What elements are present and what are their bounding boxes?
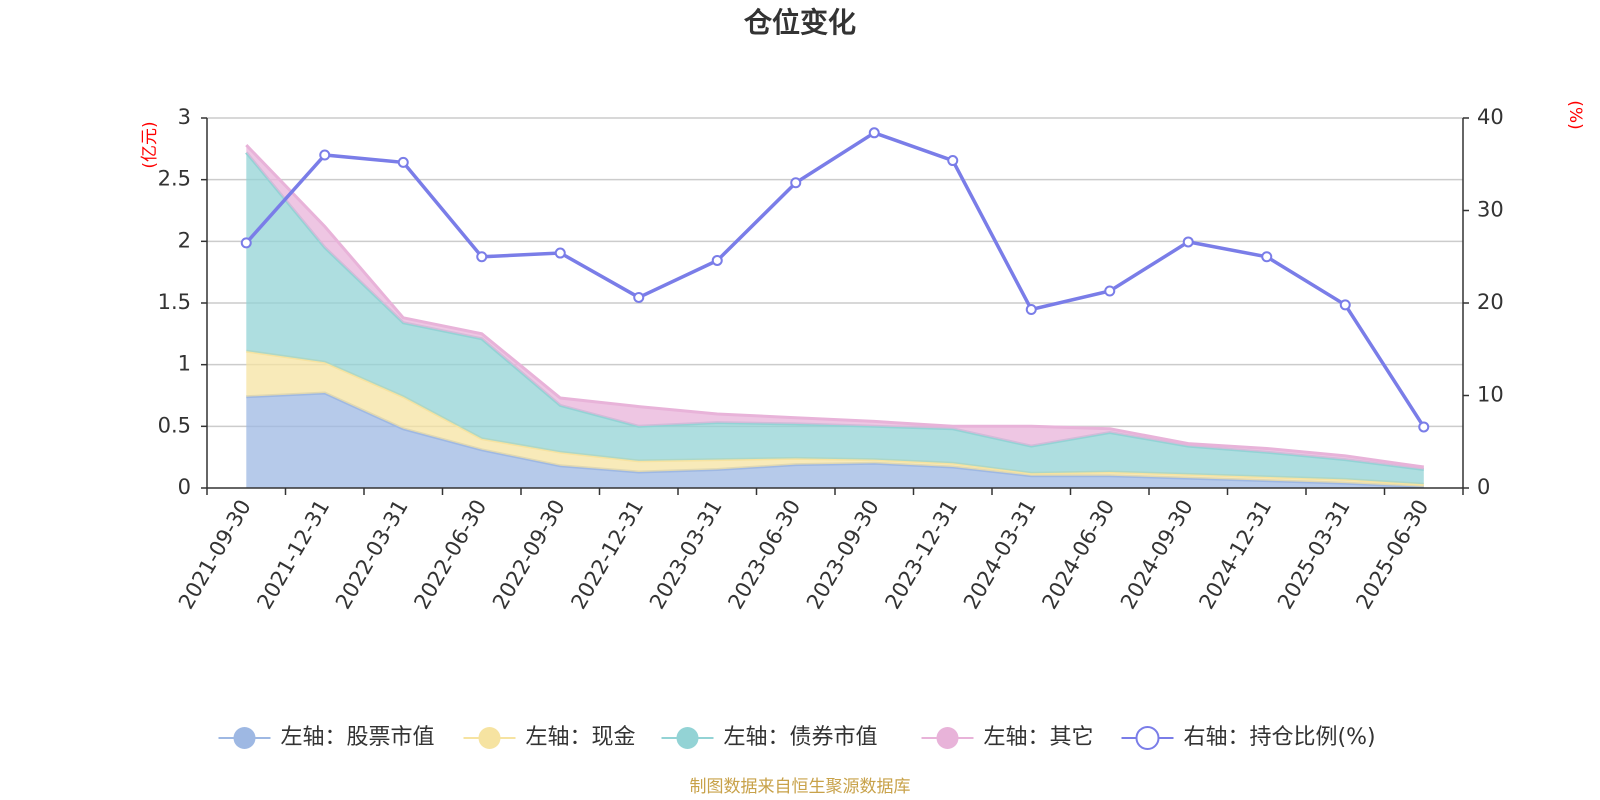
legend-label: 左轴：现金 <box>526 725 636 750</box>
area-3 <box>246 145 1424 470</box>
right-axis-unit: (%) <box>1565 100 1585 129</box>
legend-marker-icon <box>1135 726 1160 750</box>
left-tick-label: 3 <box>178 105 191 129</box>
right-tick-label: 20 <box>1477 290 1504 314</box>
ratio-point <box>319 149 331 161</box>
left-tick-label: 2 <box>178 228 191 252</box>
ratio-point <box>790 177 802 189</box>
area-1 <box>246 351 1424 487</box>
left-tick-label: 1.5 <box>158 290 191 314</box>
legend-item-2[interactable]: 左轴：债券市值 <box>661 725 878 750</box>
area-top-line-3 <box>245 144 1425 469</box>
right-tick-label: 10 <box>1477 383 1504 407</box>
chart-title: 仓位变化 <box>744 6 856 39</box>
stacked-areas <box>245 144 1425 489</box>
ratio-point <box>1025 303 1037 315</box>
legend-marker-icon <box>936 727 959 749</box>
x-tick-label: 2025-06-30 <box>1351 496 1433 614</box>
x-tick-label: 2025-03-31 <box>1273 496 1355 614</box>
x-tick-label: 2021-09-30 <box>174 496 256 614</box>
ratio-point <box>476 251 488 263</box>
ratio-point <box>1418 421 1430 433</box>
ratio-point <box>1261 251 1273 263</box>
ratio-point <box>1339 299 1351 311</box>
legend-item-0[interactable]: 左轴：股票市值 <box>218 725 435 750</box>
right-tick-label: 40 <box>1477 105 1504 129</box>
x-tick-label: 2022-03-31 <box>331 496 413 614</box>
left-tick-label: 2.5 <box>158 167 191 191</box>
legend-label: 右轴：持仓比例(%) <box>1184 725 1376 750</box>
ratio-point <box>1182 236 1194 248</box>
legend-label: 左轴：债券市值 <box>724 725 878 750</box>
ratio-line-path <box>244 130 1426 428</box>
right-tick-label: 30 <box>1477 198 1504 222</box>
x-tick-label: 2024-03-31 <box>959 496 1041 614</box>
ratio-point <box>397 156 409 168</box>
area-0 <box>246 393 1424 488</box>
legend[interactable]: 左轴：股票市值 左轴：现金 左轴：债券市值 左轴：其它 右轴：持仓比例(%) <box>218 725 1376 750</box>
x-tick-label: 2023-03-31 <box>645 496 727 614</box>
ratio-point <box>1104 285 1116 297</box>
ratio-point <box>868 127 880 139</box>
left-tick-label: 0.5 <box>158 413 191 437</box>
legend-item-4[interactable]: 右轴：持仓比例(%) <box>1121 725 1376 750</box>
x-tick-label: 2023-06-30 <box>723 496 805 614</box>
source-note: 制图数据来自恒生聚源数据库 <box>690 777 911 797</box>
legend-marker-icon <box>233 727 256 749</box>
x-tick-label: 2024-12-31 <box>1194 496 1276 614</box>
legend-marker-icon <box>478 727 501 749</box>
x-tick-label: 2022-06-30 <box>409 496 491 614</box>
ratio-line <box>240 127 1430 433</box>
x-tick-label: 2023-09-30 <box>802 496 884 614</box>
legend-item-1[interactable]: 左轴：现金 <box>463 725 636 750</box>
x-tick-label: 2022-12-31 <box>566 496 648 614</box>
legend-item-3[interactable]: 左轴：其它 <box>921 725 1094 750</box>
ratio-point <box>554 247 566 259</box>
left-tick-label: 1 <box>178 352 191 376</box>
left-tick-label: 0 <box>178 475 191 499</box>
x-tick-label: 2023-12-31 <box>880 496 962 614</box>
area-2 <box>246 152 1424 485</box>
legend-label: 左轴：股票市值 <box>281 725 435 750</box>
left-axis-unit: (亿元) <box>140 121 160 168</box>
right-tick-label: 0 <box>1477 475 1490 499</box>
ratio-point <box>947 155 959 167</box>
legend-marker-icon <box>676 727 699 749</box>
ratio-point <box>240 237 252 249</box>
legend-label: 左轴：其它 <box>984 725 1094 750</box>
ratio-point <box>711 254 723 266</box>
x-tick-label: 2022-09-30 <box>488 496 570 614</box>
x-tick-label: 2021-12-31 <box>252 496 334 614</box>
x-tick-label: 2024-09-30 <box>1116 496 1198 614</box>
x-tick-label: 2024-06-30 <box>1037 496 1119 614</box>
ratio-point <box>633 291 645 303</box>
